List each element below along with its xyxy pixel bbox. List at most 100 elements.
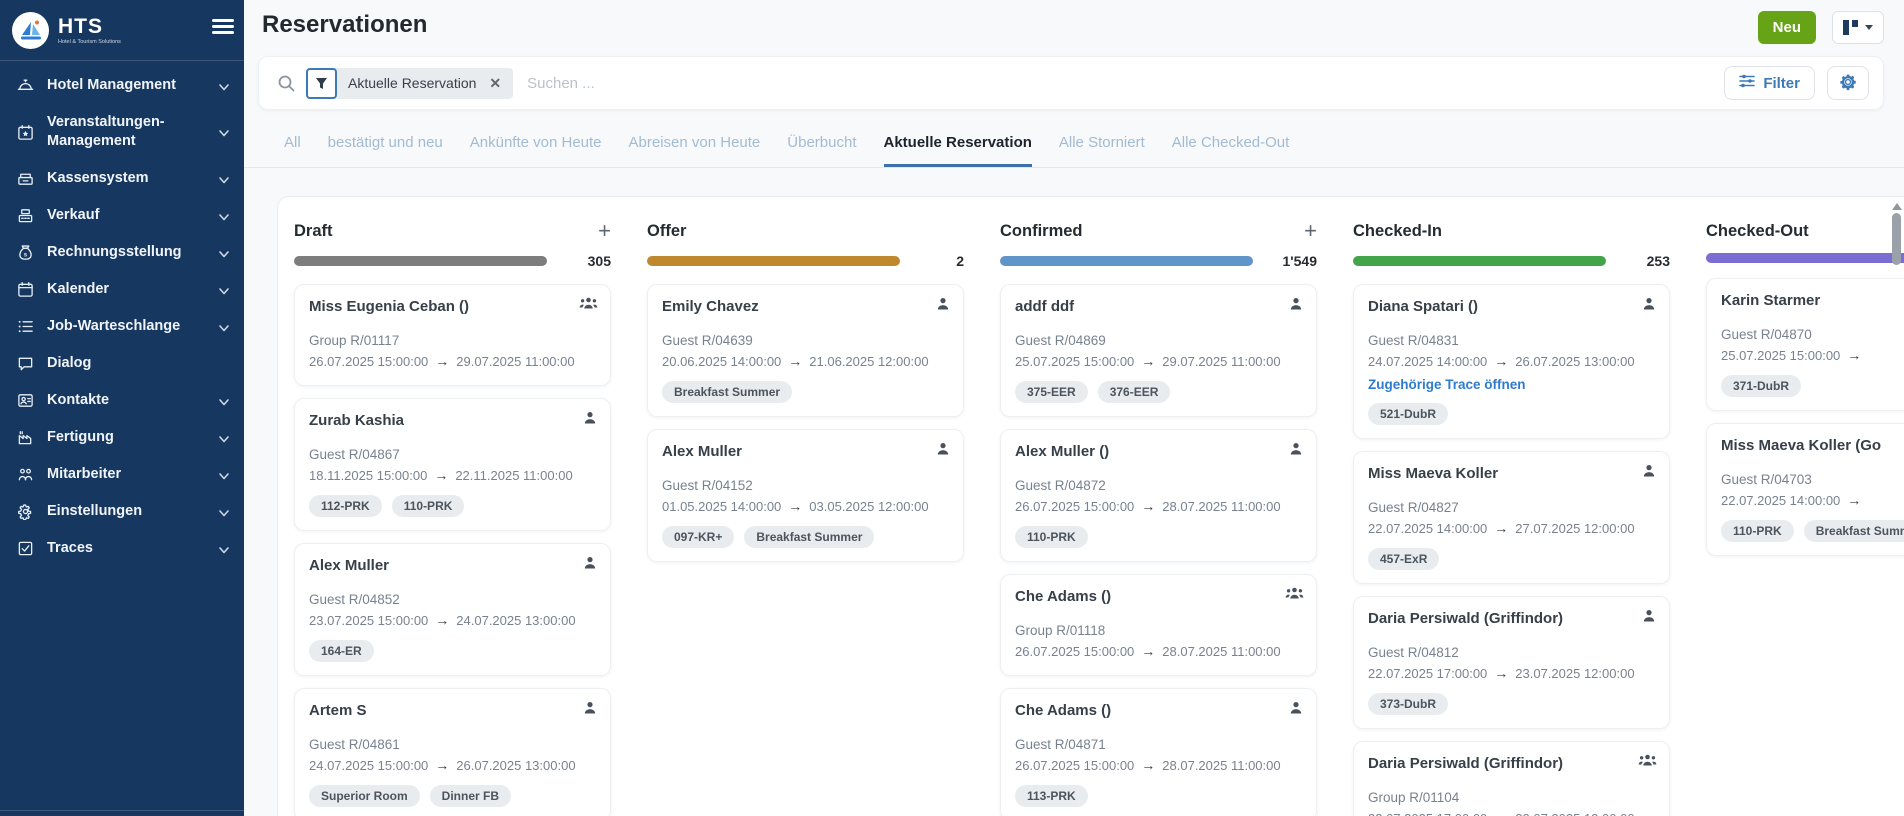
reservation-card[interactable]: Daria Persiwald (Griffindor) Guest R/048…: [1353, 596, 1670, 729]
tab-abreisen-von-heute[interactable]: Abreisen von Heute: [628, 134, 761, 151]
sidebar: HTS Hotel & Tourism Solutions Hotel Mana…: [0, 0, 244, 816]
card-guest-name: Diana Spatari (): [1368, 298, 1479, 315]
card-date-range: 26.07.2025 15:00:00 → 28.07.2025 11:00:0…: [1015, 641, 1302, 662]
sidebar-item[interactable]: Veranstaltungen-Management: [0, 104, 244, 160]
svg-text:s: s: [23, 251, 27, 258]
close-icon[interactable]: ✕: [489, 74, 502, 91]
board-scrollbar[interactable]: [1890, 201, 1903, 401]
funnel-icon[interactable]: [306, 67, 337, 99]
sidebar-item[interactable]: Dialog: [0, 345, 244, 382]
card-guest-name: Miss Maeva Koller (Go: [1721, 437, 1882, 454]
tab-aktuelle-reservation[interactable]: Aktuelle Reservation: [883, 134, 1032, 167]
card-start-date: 26.07.2025 15:00:00: [1015, 499, 1135, 514]
card-reservation-ref: Guest R/04872: [1015, 478, 1106, 493]
reservation-card[interactable]: Alex Muller Guest R/04152 01.05.2025 14:…: [647, 429, 964, 562]
filter-button[interactable]: Filter: [1724, 66, 1815, 100]
sidebar-item[interactable]: Traces: [0, 530, 244, 567]
reservation-card[interactable]: Karin Starmer Guest R/04870 25.07.2025 1…: [1706, 278, 1904, 411]
sidebar-item-label: Kalender: [47, 281, 110, 297]
reservation-card[interactable]: Miss Maeva Koller Guest R/04827 22.07.20…: [1353, 451, 1670, 584]
tab-ank-nfte-von-heute[interactable]: Ankünfte von Heute: [469, 134, 602, 151]
column-cards: Emily Chavez Guest R/04639 20.06.2025 14…: [647, 284, 964, 562]
card-date-range: 24.07.2025 14:00:00 → 26.07.2025 13:00:0…: [1368, 351, 1655, 372]
card-date-range: 22.07.2025 17:00:00 → 23.07.2025 12:00:0…: [1368, 663, 1655, 684]
sidebar-item-label: Fertigung: [47, 429, 114, 445]
tab-best-tigt-und-neu[interactable]: bestätigt und neu: [327, 134, 443, 151]
tab-alle-checked-out[interactable]: Alle Checked-Out: [1171, 134, 1290, 151]
kanban-view-switcher-button[interactable]: [1832, 11, 1884, 44]
card-guest-name: Alex Muller (): [1015, 443, 1110, 460]
reservation-card[interactable]: Che Adams () Guest R/04871 26.07.2025 15…: [1000, 688, 1317, 816]
card-tags: 110-PRK Breakfast Summer: [1721, 520, 1904, 542]
reservation-card[interactable]: Miss Eugenia Ceban () Group R/01117 26.0…: [294, 284, 611, 386]
arrow-right-icon: →: [1141, 498, 1156, 514]
sidebar-item[interactable]: Job-Warteschlange: [0, 308, 244, 345]
room-tag: 110-PRK: [391, 495, 465, 517]
reservation-card[interactable]: addf ddf Guest R/04869 25.07.2025 15:00:…: [1000, 284, 1317, 417]
hamburger-menu-icon[interactable]: [212, 16, 234, 37]
reservation-card[interactable]: Diana Spatari () Guest R/04831 24.07.202…: [1353, 284, 1670, 439]
card-reservation-ref: Guest R/04870: [1721, 327, 1812, 342]
reservation-card[interactable]: Alex Muller () Guest R/04872 26.07.2025 …: [1000, 429, 1317, 562]
new-button[interactable]: Neu: [1757, 11, 1816, 44]
cash-register-icon: [16, 170, 34, 188]
sidebar-item[interactable]: Kassensystem: [0, 160, 244, 197]
card-guest-name: Artem S: [309, 702, 367, 719]
scroll-up-arrow-icon[interactable]: [1891, 203, 1902, 210]
reservation-card[interactable]: Daria Persiwald (Griffindor) Group R/011…: [1353, 741, 1670, 816]
reservation-card[interactable]: Alex Muller Guest R/04852 23.07.2025 15:…: [294, 543, 611, 676]
chevron-down-icon: [218, 80, 230, 92]
sidebar-header: HTS Hotel & Tourism Solutions: [0, 0, 244, 61]
tab-all[interactable]: All: [284, 134, 301, 151]
tab-alle-storniert[interactable]: Alle Storniert: [1058, 134, 1145, 151]
arrow-right-icon: →: [435, 757, 450, 773]
card-start-date: 22.07.2025 14:00:00: [1721, 493, 1841, 508]
arrow-right-icon: →: [1494, 353, 1509, 369]
search-bar: Aktuelle Reservation ✕ Filter: [258, 56, 1884, 110]
add-card-button[interactable]: +: [598, 218, 611, 243]
sidebar-item-label: Kassensystem: [47, 170, 149, 186]
search-input[interactable]: [527, 74, 1725, 92]
person-icon: [582, 700, 598, 721]
column-progress-bar: [1353, 256, 1606, 266]
sidebar-item-label: Verkauf: [47, 207, 100, 223]
arrow-right-icon: →: [1847, 347, 1862, 363]
add-card-button[interactable]: +: [1304, 218, 1317, 243]
filter-chip[interactable]: Aktuelle Reservation ✕: [306, 67, 514, 99]
scrollbar-thumb[interactable]: [1892, 213, 1901, 265]
sidebar-item[interactable]: Verkauf: [0, 197, 244, 234]
view-tabs: All bestätigt und neu Ankünfte von Heute…: [244, 118, 1904, 168]
sidebar-item[interactable]: Fertigung: [0, 419, 244, 456]
reservation-card[interactable]: Che Adams () Group R/01118 26.07.2025 15…: [1000, 574, 1317, 676]
card-start-date: 25.07.2025 15:00:00: [1721, 348, 1841, 363]
tab--berbucht[interactable]: Überbucht: [787, 134, 857, 151]
reservation-card[interactable]: Artem S Guest R/04861 24.07.2025 15:00:0…: [294, 688, 611, 816]
sidebar-item[interactable]: Kalender: [0, 271, 244, 308]
card-start-date: 22.07.2025 14:00:00: [1368, 521, 1488, 536]
column-count: 1'549: [1282, 253, 1317, 269]
sidebar-item-label: Dialog: [47, 355, 92, 371]
sidebar-item[interactable]: Kontakte: [0, 382, 244, 419]
card-tags: 373-DubR: [1368, 693, 1655, 715]
card-guest-name: Alex Muller: [309, 557, 390, 574]
card-reservation-ref: Group R/01117: [309, 333, 400, 348]
person-icon: [1641, 463, 1657, 484]
column-count: 253: [1646, 253, 1670, 269]
room-tag: Breakfast Summer: [662, 381, 793, 403]
sidebar-item[interactable]: Mitarbeiter: [0, 456, 244, 493]
reservation-card[interactable]: Zurab Kashia Guest R/04867 18.11.2025 15…: [294, 398, 611, 531]
sidebar-item[interactable]: Hotel Management: [0, 67, 244, 104]
trace-link[interactable]: Zugehörige Trace öffnen: [1368, 377, 1526, 392]
sidebar-item[interactable]: Einstellungen: [0, 493, 244, 530]
arrow-right-icon: →: [788, 353, 803, 369]
card-reservation-ref: Guest R/04861: [309, 737, 400, 752]
card-start-date: 01.05.2025 14:00:00: [662, 499, 782, 514]
person-icon: [1288, 296, 1304, 317]
reservation-card[interactable]: Miss Maeva Koller (Go Guest R/04703 22.0…: [1706, 423, 1904, 556]
card-reservation-ref: Guest R/04152: [662, 478, 753, 493]
arrow-right-icon: →: [1141, 757, 1156, 773]
sidebar-item[interactable]: s Rechnungsstellung: [0, 234, 244, 271]
reservation-card[interactable]: Emily Chavez Guest R/04639 20.06.2025 14…: [647, 284, 964, 417]
settings-gear-button[interactable]: [1827, 66, 1869, 100]
column-cards: addf ddf Guest R/04869 25.07.2025 15:00:…: [1000, 284, 1317, 816]
